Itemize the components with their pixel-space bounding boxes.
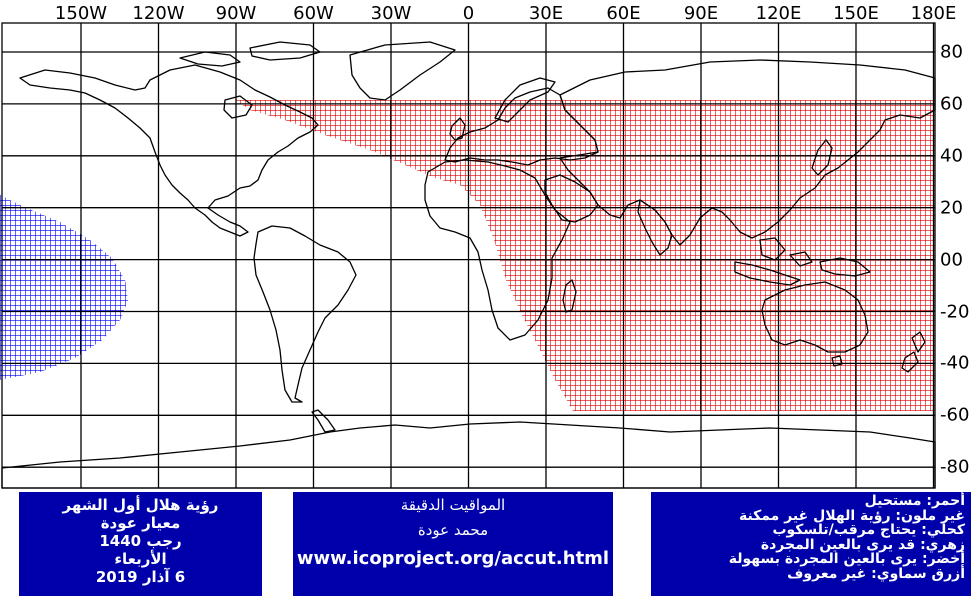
weekday-label: الأربعاء [114, 550, 167, 568]
latitude-label: -80 [940, 456, 970, 478]
longitude-label: 120W [132, 3, 185, 24]
latitude-label: 20 [940, 197, 963, 219]
longitude-label: 180E [910, 3, 957, 24]
coastlines [1, 41, 936, 489]
legend-navy: كحلي: يحتاج مرقب/تلسكوب [772, 522, 965, 539]
coordinate-grid [1, 22, 936, 489]
longitude-label: 150W [54, 3, 108, 24]
latitude-label: -20 [940, 301, 970, 322]
longitude-label: 30W [370, 3, 412, 24]
legend-cyan: أزرق سماوي: غير معروف [787, 565, 965, 582]
date-label: 6 آذار 2019 [95, 568, 186, 586]
latitude-label: 80 [940, 41, 963, 63]
legend-red: أحمر: مستحيل [864, 493, 965, 509]
latitude-label: 40 [940, 145, 963, 167]
month-label: رجب 1440 [99, 532, 182, 550]
longitude-label: 0 [462, 3, 475, 24]
longitude-label: 60W [293, 3, 334, 24]
latitude-label: 00 [940, 249, 963, 271]
website-link[interactable]: www.icoproject.org/accut.html [296, 548, 610, 569]
latitude-label: -40 [940, 352, 970, 374]
program-name: المواقيت الدقيقة [400, 496, 506, 514]
source-info-panel: المواقيت الدقيقة محمد عودة www.icoprojec… [293, 492, 613, 596]
longitude-label: 90W [215, 3, 257, 24]
longitude-label: 30E [528, 3, 564, 24]
author-name: محمد عودة [417, 521, 489, 539]
unknown-zone [0, 195, 128, 380]
legend-green: أخضر: يرى بالعين المجردة بسهولة [728, 551, 965, 568]
longitude-label: 60E [606, 3, 641, 24]
legend-pink: زهري: قد يرى بالعين المجردة [760, 536, 965, 553]
impossible-zone [235, 100, 935, 411]
legend-panel: أحمر: مستحيل غير ملون: رؤية الهلال غير م… [651, 492, 971, 596]
panel-title: رؤية هلال أول الشهر [62, 496, 219, 514]
criterion-label: معيار عودة [100, 514, 181, 532]
longitude-label: 90E [683, 3, 719, 24]
longitude-label: 150E [833, 3, 879, 24]
latitude-label: -60 [940, 404, 970, 426]
latitude-label: 60 [940, 93, 963, 115]
longitude-label: 120E [755, 3, 802, 24]
legend-uncolored: غير ملون: رؤية الهلال غير ممكنة [738, 507, 965, 524]
date-info-panel: رؤية هلال أول الشهر معيار عودة رجب 1440 … [19, 492, 262, 596]
